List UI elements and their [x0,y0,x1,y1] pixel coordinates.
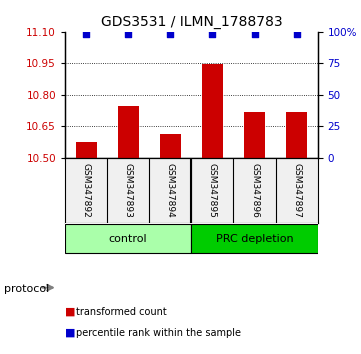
Text: GSM347895: GSM347895 [208,163,217,218]
Text: GSM347897: GSM347897 [292,163,301,218]
Text: ■: ■ [65,307,75,316]
FancyBboxPatch shape [191,224,318,253]
Title: GDS3531 / ILMN_1788783: GDS3531 / ILMN_1788783 [100,16,282,29]
Text: protocol: protocol [4,284,49,293]
Text: control: control [109,234,147,244]
FancyBboxPatch shape [65,224,191,253]
Point [294,32,300,37]
Text: GSM347896: GSM347896 [250,163,259,218]
Point [125,32,131,37]
Text: ■: ■ [65,328,75,338]
Bar [244,112,265,158]
Text: transformed count: transformed count [76,307,166,316]
Bar [286,112,307,158]
Text: GSM347894: GSM347894 [166,163,175,217]
Bar [202,64,223,158]
Text: percentile rank within the sample: percentile rank within the sample [76,328,241,338]
Point [252,32,257,37]
Point [168,32,173,37]
Point [209,32,215,37]
Bar [160,133,181,158]
Text: GSM347892: GSM347892 [82,163,91,217]
Point [83,32,89,37]
Text: GSM347893: GSM347893 [124,163,132,218]
Bar [118,106,139,158]
Text: PRC depletion: PRC depletion [216,234,293,244]
Bar [75,142,96,158]
